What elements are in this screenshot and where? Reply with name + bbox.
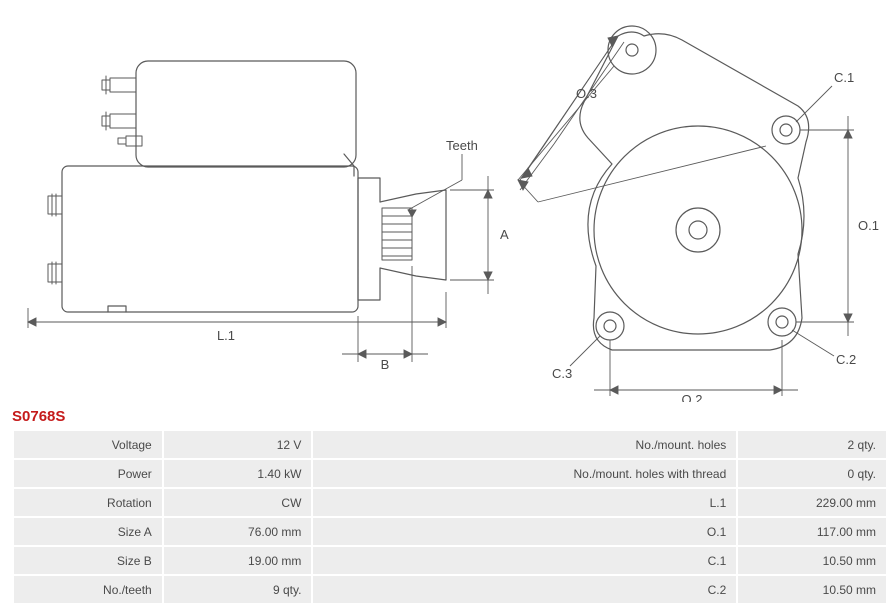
spec-label: Voltage (13, 430, 163, 459)
spec-label: Size A (13, 517, 163, 546)
spec-value: 0 qty. (737, 459, 887, 488)
spec-label: Rotation (13, 488, 163, 517)
spec-label: No./mount. holes (312, 430, 737, 459)
table-row: Voltage12 VNo./mount. holes2 qty. (13, 430, 887, 459)
front-view-diagram: O.3 O.1 O.2 C.1 C.2 C.3 (514, 6, 884, 402)
diagrams-row: L.1 B A Teeth (6, 6, 883, 402)
part-code: S0768S (12, 408, 883, 425)
spec-label: L.1 (312, 488, 737, 517)
spec-label: Power (13, 459, 163, 488)
label-C2: C.2 (836, 352, 856, 367)
label-O1: O.1 (858, 218, 879, 233)
label-C3: C.3 (552, 366, 572, 381)
spec-label: No./mount. holes with thread (312, 459, 737, 488)
table-row: Size B19.00 mmC.110.50 mm (13, 546, 887, 575)
label-C1: C.1 (834, 70, 854, 85)
spec-value: CW (163, 488, 313, 517)
spec-value: 1.40 kW (163, 459, 313, 488)
spec-value: 2 qty. (737, 430, 887, 459)
spec-value: 12 V (163, 430, 313, 459)
spec-label: C.1 (312, 546, 737, 575)
spec-value: 10.50 mm (737, 546, 887, 575)
label-O2: O.2 (682, 392, 703, 402)
label-L1: L.1 (217, 328, 235, 343)
spec-label: No./teeth (13, 575, 163, 604)
spec-value: 229.00 mm (737, 488, 887, 517)
spec-label: O.1 (312, 517, 737, 546)
spec-value: 76.00 mm (163, 517, 313, 546)
spec-value: 19.00 mm (163, 546, 313, 575)
table-row: No./teeth9 qty.C.210.50 mm (13, 575, 887, 604)
table-row: Size A76.00 mmO.1117.00 mm (13, 517, 887, 546)
spec-value: 117.00 mm (737, 517, 887, 546)
label-A: A (500, 227, 509, 242)
label-O3: O.3 (576, 86, 597, 101)
spec-value: 10.50 mm (737, 575, 887, 604)
table-row: RotationCWL.1229.00 mm (13, 488, 887, 517)
side-view-diagram: L.1 B A Teeth (14, 6, 514, 402)
specs-table: Voltage12 VNo./mount. holes2 qty.Power1.… (12, 429, 888, 605)
spec-value: 9 qty. (163, 575, 313, 604)
label-teeth: Teeth (446, 138, 478, 153)
spec-label: C.2 (312, 575, 737, 604)
label-B: B (381, 357, 390, 372)
table-row: Power1.40 kWNo./mount. holes with thread… (13, 459, 887, 488)
spec-label: Size B (13, 546, 163, 575)
specs-tbody: Voltage12 VNo./mount. holes2 qty.Power1.… (13, 430, 887, 604)
